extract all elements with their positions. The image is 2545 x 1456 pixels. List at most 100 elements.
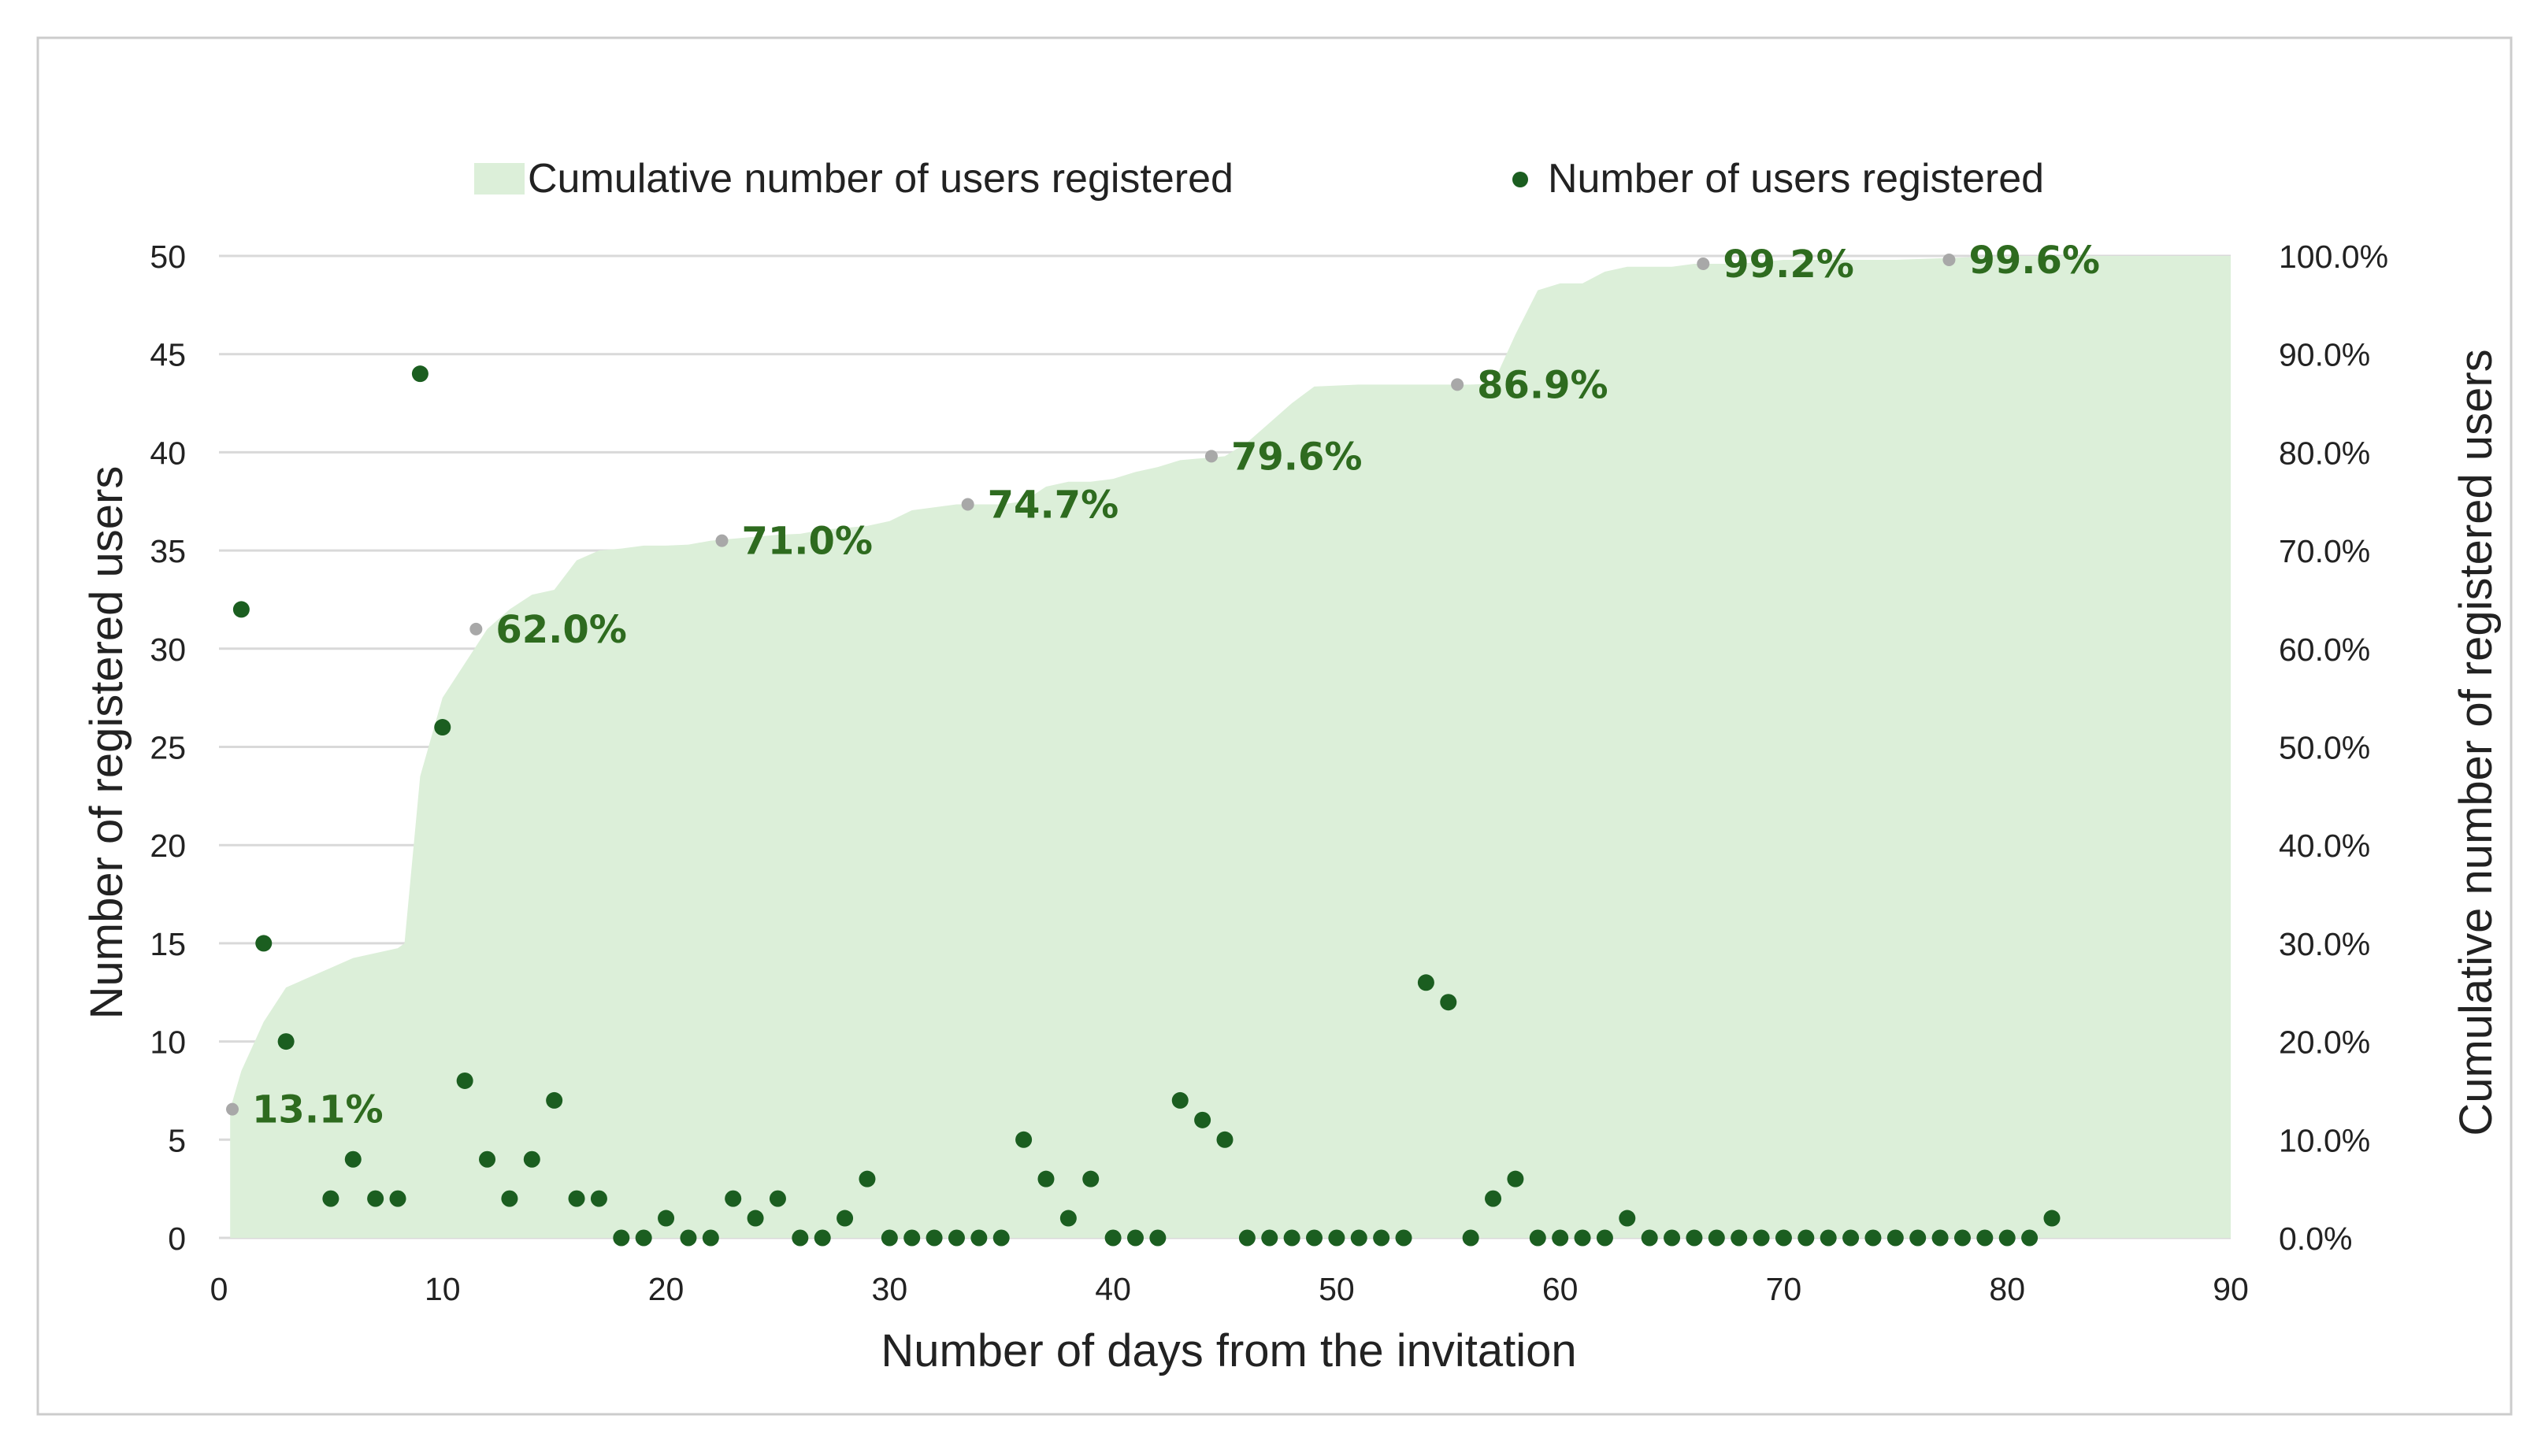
y2-tick-label: 90.0% <box>2279 337 2370 373</box>
data-point <box>479 1150 496 1168</box>
data-point <box>456 1072 473 1089</box>
data-point <box>1015 1131 1033 1148</box>
data-point <box>613 1229 630 1247</box>
data-point <box>1417 974 1434 991</box>
data-point <box>1171 1091 1189 1109</box>
data-point <box>389 1190 406 1207</box>
data-point <box>1574 1229 1591 1247</box>
data-point <box>1350 1229 1367 1247</box>
data-point <box>1731 1229 1748 1247</box>
legend-area-swatch <box>474 163 525 195</box>
annotation-marker <box>226 1102 239 1116</box>
annotation-label: 74.7% <box>988 483 1119 527</box>
data-point <box>859 1170 876 1187</box>
y2-tick-label: 60.0% <box>2279 632 2370 668</box>
annotation-marker <box>1697 257 1710 270</box>
cumulative-area-layer <box>230 256 2231 1238</box>
data-point <box>1328 1229 1345 1247</box>
data-point <box>255 935 273 952</box>
y-tick-label: 35 <box>150 533 186 569</box>
data-point <box>590 1190 607 1207</box>
annotation-label: 13.1% <box>252 1088 384 1132</box>
annotation-marker <box>1204 450 1218 463</box>
data-point <box>1596 1229 1613 1247</box>
annotation-label: 99.6% <box>1968 239 2100 283</box>
data-point <box>970 1229 988 1247</box>
data-point <box>635 1229 652 1247</box>
annotation-marker <box>961 498 974 511</box>
data-point <box>1261 1229 1278 1247</box>
data-point <box>992 1229 1010 1247</box>
x-tick-label: 90 <box>2213 1271 2249 1307</box>
y-tick-label: 10 <box>150 1024 186 1061</box>
data-point <box>1149 1229 1167 1247</box>
legend-point-swatch <box>1512 172 1528 187</box>
y-tick-label: 5 <box>168 1122 186 1158</box>
data-point <box>769 1190 786 1207</box>
y-tick-label: 45 <box>150 337 186 373</box>
data-point <box>881 1229 898 1247</box>
data-point <box>1619 1210 1636 1227</box>
data-point <box>1686 1229 1703 1247</box>
y-tick-label: 15 <box>150 926 186 962</box>
data-point <box>680 1229 697 1247</box>
x-tick-label: 50 <box>1319 1271 1355 1307</box>
y-tick-label: 25 <box>150 730 186 766</box>
data-point <box>903 1229 921 1247</box>
data-point <box>1194 1111 1211 1128</box>
y2-tick-label: 40.0% <box>2279 828 2370 864</box>
y-tick-label: 50 <box>150 239 186 275</box>
data-point <box>1238 1229 1256 1247</box>
y2-axis-title: Cumulative number of registered users <box>2450 349 2502 1136</box>
annotation-marker <box>1451 378 1464 391</box>
data-point <box>1306 1229 1323 1247</box>
data-point <box>1485 1190 1502 1207</box>
data-point <box>926 1229 943 1247</box>
data-point <box>1708 1229 1725 1247</box>
y2-tick-label: 0.0% <box>2279 1221 2352 1257</box>
data-point <box>1664 1229 1681 1247</box>
annotation-marker <box>469 622 483 635</box>
annotation-marker <box>1942 253 1956 266</box>
data-point <box>1797 1229 1815 1247</box>
legend: Cumulative number of users registered Nu… <box>474 156 2044 202</box>
data-point <box>434 719 451 736</box>
data-point <box>702 1229 719 1247</box>
data-point <box>546 1091 563 1109</box>
x-tick-label: 60 <box>1542 1271 1579 1307</box>
data-point <box>1820 1229 1837 1247</box>
x-tick-label: 80 <box>1989 1271 2025 1307</box>
data-point <box>322 1190 339 1207</box>
annotations-layer: 13.1% 62.0% 71.0% 74.7% 79.6% 86.9% 99.2% 99.6% <box>226 239 2100 1132</box>
data-point <box>411 365 428 383</box>
y-tick-label: 20 <box>150 828 186 864</box>
data-point <box>1864 1229 1882 1247</box>
y2-tick-label: 10.0% <box>2279 1122 2370 1158</box>
data-point <box>1931 1229 1949 1247</box>
data-point <box>1552 1229 1569 1247</box>
y2-tick-label: 30.0% <box>2279 926 2370 962</box>
data-point <box>814 1229 831 1247</box>
data-point <box>1126 1229 1144 1247</box>
y2-tick-label: 100.0% <box>2279 239 2388 275</box>
annotation-label: 99.2% <box>1723 243 1854 287</box>
data-point <box>568 1190 585 1207</box>
data-point <box>1440 994 1457 1011</box>
data-point <box>1998 1229 2016 1247</box>
y2-tick-label: 20.0% <box>2279 1024 2370 1061</box>
data-point <box>1059 1210 1077 1227</box>
data-point <box>1082 1170 1100 1187</box>
annotation-marker <box>715 534 729 547</box>
y-tick-label: 30 <box>150 632 186 668</box>
data-point <box>1216 1131 1234 1148</box>
data-point <box>1037 1170 1055 1187</box>
data-point <box>1395 1229 1412 1247</box>
data-point <box>1641 1229 1658 1247</box>
x-tick-label: 70 <box>1766 1271 1802 1307</box>
data-point <box>1842 1229 1860 1247</box>
annotation-label: 86.9% <box>1477 363 1608 407</box>
legend-point-label: Number of users registered <box>1548 156 2044 202</box>
data-point <box>792 1229 809 1247</box>
data-point <box>1775 1229 1792 1247</box>
